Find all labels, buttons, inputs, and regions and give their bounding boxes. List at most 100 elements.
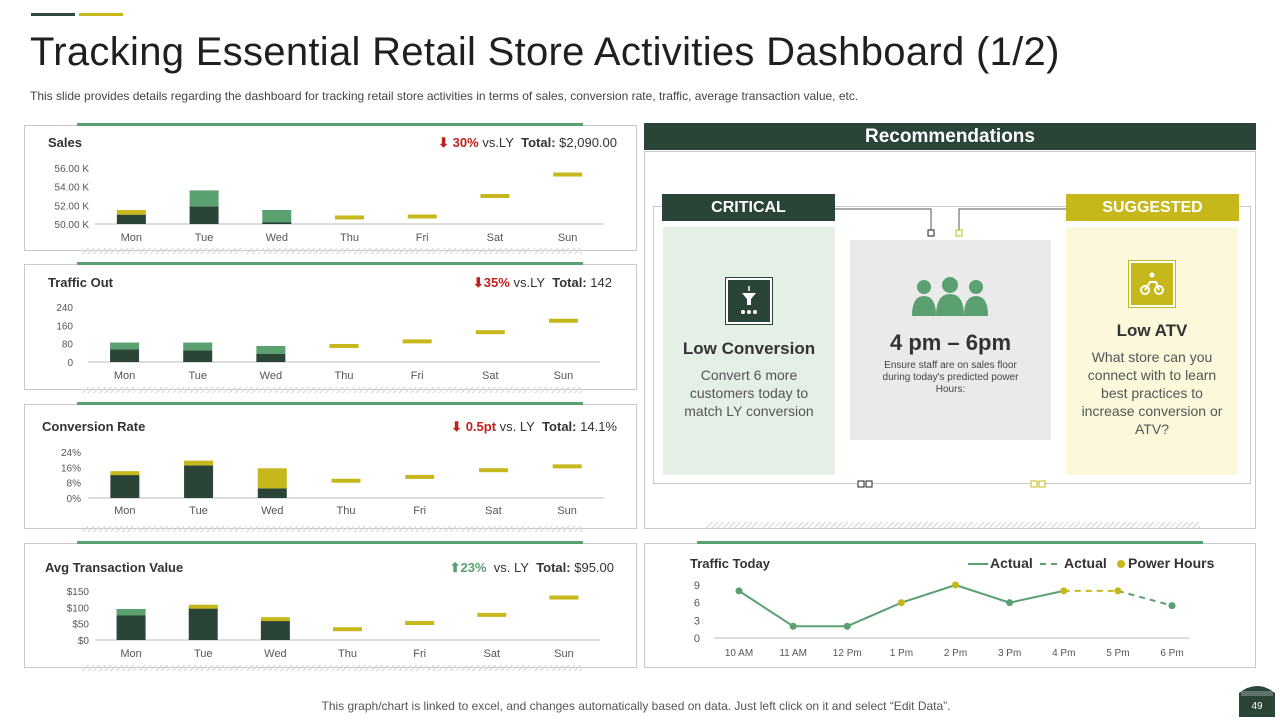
traffic-out-panel-accent — [77, 262, 583, 265]
conversion-panel[interactable] — [24, 404, 637, 529]
x-tick-label: Fri — [411, 370, 424, 382]
bar-last-year-marker — [405, 621, 435, 626]
y-tick-label: 240 — [56, 303, 73, 314]
solid-line-icon — [968, 563, 988, 565]
conversion-total: 14.1% — [580, 419, 617, 434]
conversion-change: 0.5pt — [465, 419, 497, 434]
power-hours-title: 4 pm – 6pm — [889, 330, 1012, 355]
x-tick-label: Thu — [338, 648, 357, 660]
sales-panel[interactable] — [24, 125, 637, 251]
conversion-chart[interactable]: 24% 16% 8% 0% Mon Tue Wed Thu Fri Sat Sun — [24, 440, 637, 528]
bar-current — [183, 350, 213, 362]
x-tick-label: Tue — [195, 232, 214, 244]
bar-current — [262, 222, 292, 224]
recommendations-panel — [644, 151, 1256, 529]
x-tick-label: Mon — [114, 370, 135, 382]
traffic-out-total-label: Total: — [552, 275, 587, 290]
x-tick-label: Tue — [189, 505, 208, 517]
bar-last-year — [262, 210, 292, 223]
x-tick-label: Sat — [487, 232, 504, 244]
y-tick-label: $0 — [78, 636, 90, 647]
bar-last-year-marker — [335, 215, 364, 220]
traffic-out-total: 142 — [590, 275, 612, 290]
traffic-out-panel[interactable] — [24, 264, 637, 390]
traffic-out-change: 35% — [483, 275, 510, 290]
dot-icon — [1117, 560, 1125, 568]
sales-change: 30% — [452, 135, 479, 150]
y-tick-label: 56.00 K — [55, 164, 90, 175]
y-tick-label: 3 — [694, 615, 700, 627]
x-tick-label: Tue — [188, 370, 207, 382]
suggested-text: What store can you connect with to learn… — [1081, 349, 1223, 437]
suggested-tab[interactable]: SUGGESTED — [1066, 194, 1239, 221]
bar-last-year — [188, 604, 218, 609]
x-tick-label: Wed — [261, 505, 283, 517]
legend-actual-dashed-label: Actual — [1064, 555, 1107, 571]
data-point — [1114, 587, 1122, 595]
x-tick-label: 6 Pm — [1160, 648, 1183, 659]
series-line-segment — [846, 601, 902, 628]
bar-last-year-marker — [477, 612, 507, 617]
bar-current — [110, 475, 140, 498]
traffic-out-stat: ⬇35% vs.LY Total: 142 — [380, 275, 612, 291]
sales-panel-hatch — [82, 248, 582, 254]
bar-current — [188, 607, 218, 640]
y-tick-label: 9 — [694, 580, 700, 592]
x-tick-label: Mon — [114, 505, 135, 517]
bar-last-year — [116, 608, 146, 616]
series-line-segment — [1117, 589, 1173, 607]
traffic-today-accent — [697, 541, 1203, 544]
y-tick-label: 0% — [67, 494, 82, 505]
bar-current — [260, 620, 290, 640]
data-point — [843, 622, 851, 630]
bar-last-year — [260, 617, 290, 622]
x-tick-label: 3 Pm — [998, 648, 1021, 659]
bar-last-year-marker — [548, 318, 578, 323]
x-tick-label: Mon — [121, 232, 142, 244]
bar-current — [116, 214, 146, 224]
y-tick-label: 6 — [694, 598, 700, 610]
sales-total-label: Total: — [521, 135, 556, 150]
x-tick-label: 5 Pm — [1106, 648, 1129, 659]
power-hours-card: 4 pm – 6pm Ensure staff are on sales flo… — [850, 240, 1051, 440]
data-point — [1168, 602, 1176, 610]
bar-last-year-marker — [552, 464, 582, 469]
x-tick-label: Thu — [335, 370, 354, 382]
bar-last-year — [183, 342, 213, 351]
x-tick-label: Sat — [482, 370, 499, 382]
traffic-out-vs: vs.LY — [513, 275, 546, 290]
bar-last-year-marker — [407, 214, 437, 219]
x-tick-label: Sat — [485, 505, 502, 517]
bar-current — [184, 465, 214, 498]
traffic-today-panel[interactable] — [644, 543, 1256, 668]
y-tick-label: 0 — [694, 633, 700, 645]
bar-current — [110, 349, 140, 362]
title-accent-dark — [31, 13, 75, 16]
x-tick-label: Tue — [194, 648, 213, 660]
bar-last-year — [110, 342, 140, 350]
bar-last-year-marker — [478, 468, 508, 473]
x-tick-label: 11 AM — [779, 648, 807, 659]
traffic-today-chart[interactable]: 9 6 3 0 10 AM 11 AM 12 Pm 1 Pm 2 Pm 3 Pm 4 Pm 5 Pm 6… — [644, 575, 1256, 667]
series-line-segment — [738, 590, 794, 628]
people-group-icon — [912, 277, 988, 316]
critical-tab[interactable]: CRITICAL — [662, 194, 835, 221]
traffic-out-chart[interactable]: 240 160 80 0 Mon Tue Wed Thu Fri Sat Sun — [24, 294, 637, 389]
x-tick-label: Fri — [413, 648, 426, 660]
sales-chart[interactable]: 56.00 K 54.00 K 52.00 K 50.00 K Mon Tue Wed Thu… — [24, 155, 637, 250]
x-tick-label: Sun — [554, 648, 574, 660]
data-point — [735, 587, 743, 595]
x-tick-label: Wed — [266, 232, 288, 244]
x-tick-label: Mon — [120, 648, 141, 660]
sales-panel-accent — [77, 123, 583, 126]
x-tick-label: 12 Pm — [833, 648, 862, 659]
conversion-total-label: Total: — [542, 419, 577, 434]
series-line-segment — [1009, 589, 1064, 604]
sales-total: $2,090.00 — [559, 135, 617, 150]
page-title: Tracking Essential Retail Store Activiti… — [30, 30, 1060, 74]
bar-last-year-marker — [405, 474, 435, 479]
conversion-panel-hatch — [82, 526, 582, 532]
atv-chart[interactable]: $150 $100 $50 $0 Mon Tue Wed Thu Fri Sat Sun — [24, 580, 637, 668]
x-tick-label: Sun — [557, 505, 577, 517]
bar-last-year — [189, 190, 219, 207]
